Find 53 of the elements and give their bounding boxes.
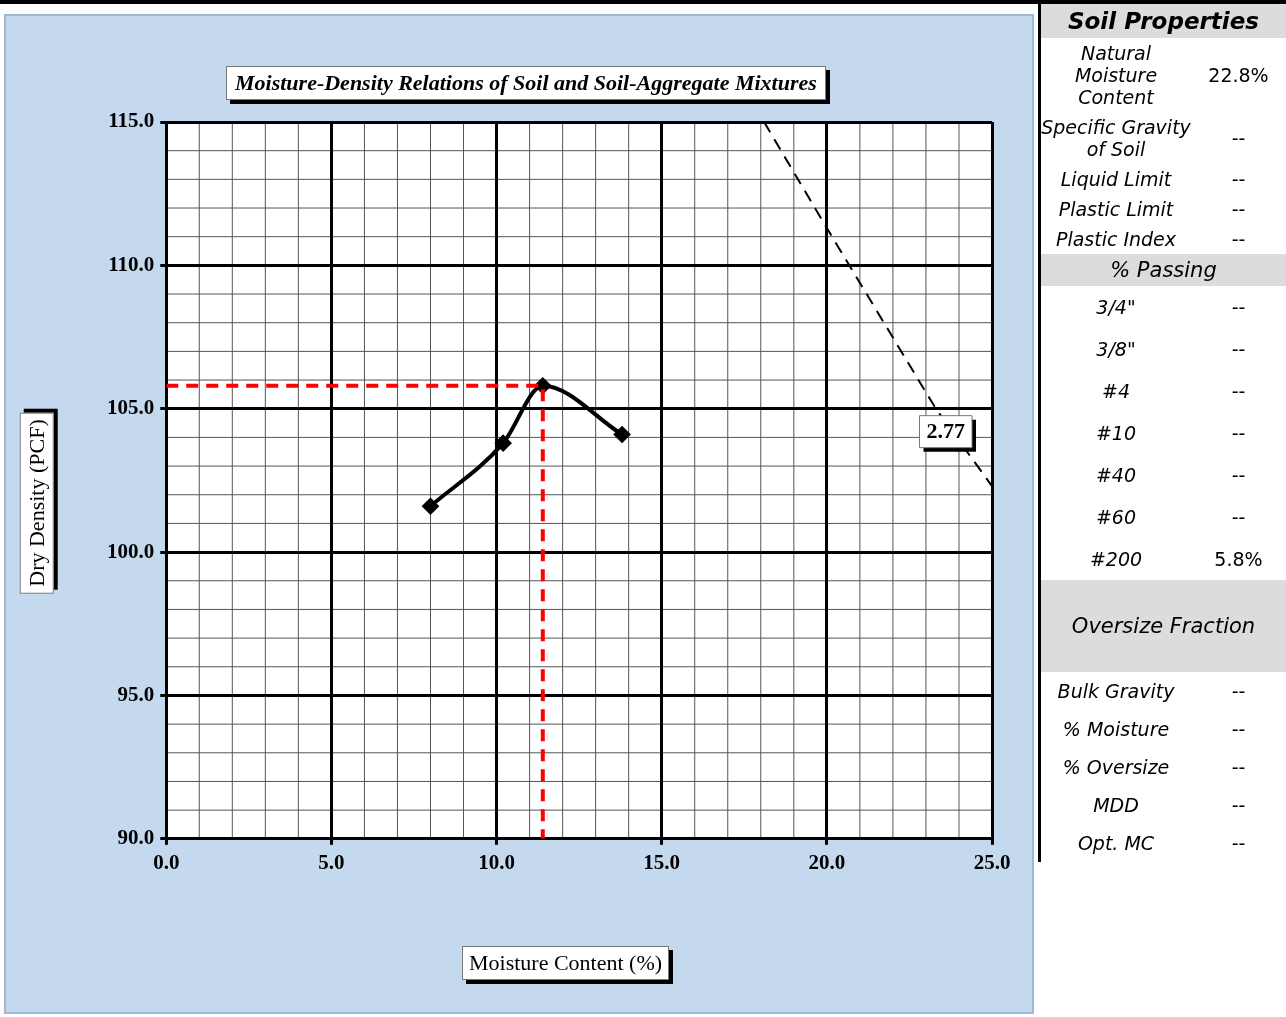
- text: --: [1231, 380, 1246, 402]
- text: --: [1231, 718, 1246, 740]
- y-tick-label: 100.0: [107, 538, 155, 563]
- category-label: #60: [1094, 506, 1138, 528]
- text: --: [1231, 794, 1246, 816]
- text: --: [1231, 832, 1246, 854]
- text: --: [1231, 296, 1246, 318]
- text: 5.8%: [1214, 548, 1263, 570]
- text: --: [1231, 756, 1246, 778]
- category-label: #10: [1094, 422, 1138, 444]
- x-tick-label: 0.0: [153, 849, 180, 874]
- y-tick-label: 115.0: [108, 108, 155, 133]
- x-axis-title: Moisture Content (%): [462, 946, 670, 980]
- category-label: Liquid Limit: [1059, 168, 1173, 190]
- x-tick-label: 15.0: [643, 849, 681, 874]
- x-tick-label: 10.0: [478, 849, 515, 874]
- text: --: [1231, 464, 1246, 486]
- category-label: % Moisture: [1061, 718, 1171, 740]
- category-label: Plastic Index: [1054, 228, 1178, 250]
- category-label: Bulk Gravity: [1056, 680, 1176, 702]
- category-label: MDD: [1092, 794, 1140, 816]
- category-label: % Oversize: [1061, 756, 1171, 778]
- x-tick-label: 25.0: [973, 849, 1011, 874]
- text: --: [1231, 228, 1246, 250]
- text: 22.8%: [1208, 64, 1269, 86]
- text: --: [1231, 506, 1246, 528]
- category-label: #40: [1094, 464, 1138, 486]
- y-axis-title: Dry Density (PCF): [19, 412, 54, 594]
- text: --: [1231, 680, 1246, 702]
- x-tick-label: 5.0: [318, 849, 345, 874]
- category-label: Opt. MC: [1076, 832, 1156, 854]
- category-label: Specific Gravity of Soil: [1041, 116, 1191, 160]
- text: Soil Properties: [1041, 4, 1286, 38]
- category-label: #200: [1088, 548, 1144, 570]
- text: Oversize Fraction: [1041, 580, 1286, 672]
- category-label: Plastic Limit: [1057, 198, 1175, 220]
- y-tick-label: 110.0: [108, 251, 155, 276]
- text: --: [1231, 338, 1246, 360]
- text: --: [1231, 422, 1246, 444]
- text: --: [1231, 168, 1246, 190]
- text: --: [1231, 198, 1246, 220]
- category-label: 3/8": [1095, 338, 1137, 360]
- text: --: [1231, 127, 1246, 149]
- text: % Passing: [1041, 254, 1286, 286]
- category-label: 3/4": [1095, 296, 1137, 318]
- category-label: Natural Moisture Content: [1073, 42, 1159, 108]
- category-label: #4: [1101, 380, 1131, 402]
- y-tick-label: 105.0: [107, 395, 155, 420]
- y-tick-label: 90.0: [117, 825, 155, 850]
- chart-title: Moisture-Density Relations of Soil and Soil-Aggregate Mixtures: [226, 66, 826, 100]
- annotation: 2.77: [926, 418, 966, 444]
- y-tick-label: 95.0: [117, 681, 155, 706]
- x-tick-label: 20.0: [808, 849, 846, 874]
